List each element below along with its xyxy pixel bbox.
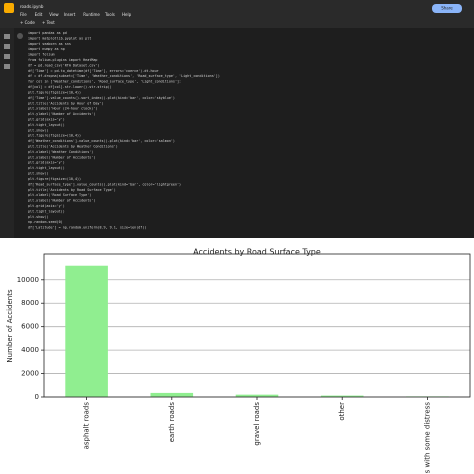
menu-item[interactable]: Runtime: [83, 12, 100, 17]
code-line: plt.title('Accidents by Hour of Day'): [28, 101, 104, 105]
menu-item[interactable]: Tools: [104, 12, 115, 17]
code-line: plt.tight_layout(): [28, 209, 65, 213]
code-line: plt.tight_layout(): [28, 166, 65, 170]
code-line: plt.xlabel('Road Surface Type'): [28, 193, 91, 197]
toolbar-button[interactable]: + Code: [20, 20, 35, 25]
code-line: import folium: [28, 53, 55, 57]
code-line: df[col] = df[col].str.lower().str.strip(…: [28, 85, 112, 89]
code-line: plt.grid(axis='y'): [28, 117, 65, 121]
menu-item[interactable]: View: [49, 12, 59, 17]
code-line: df['Time'].value_counts().sort_index().p…: [28, 96, 175, 100]
share-button[interactable]: [432, 4, 462, 13]
x-tick-label: earth roads: [168, 402, 176, 443]
code-line: plt.ylabel('Number of Accidents'): [28, 112, 95, 116]
share-label[interactable]: Share: [441, 6, 453, 11]
x-tick-label: other: [338, 402, 346, 421]
code-line: plt.title('Accidents by Weather Conditio…: [28, 145, 118, 149]
code-line: import matplotlib.pyplot as plt: [28, 36, 91, 40]
code-line: plt.show(): [28, 172, 48, 176]
code-line: import pandas as pd: [28, 31, 67, 35]
toolbar-button[interactable]: + Text: [42, 20, 55, 25]
bar: [235, 394, 279, 397]
code-line: plt.figure(figsize=(10,4)): [28, 90, 81, 94]
code-line: df['Road_surface_type'].value_counts().p…: [28, 182, 181, 186]
chart: Accidents by Road Surface Type Number of…: [6, 248, 471, 474]
menu-bar: File Edit View Insert Runtime Tools Help: [20, 12, 132, 17]
colab-logo: [4, 3, 14, 13]
code-line: plt.grid(axis='y'): [28, 204, 65, 208]
chart-title: Accidents by Road Surface Type: [193, 248, 321, 257]
code-line: for col in ['Weather_conditions', 'Road_…: [28, 80, 181, 84]
y-tick-label: 8000: [21, 299, 39, 307]
code-line: plt.show(): [28, 215, 48, 219]
y-axis-label: Number of Accidents: [6, 289, 14, 363]
code-line: from folium.plugins import HeatMap: [28, 58, 97, 62]
bar: [150, 392, 194, 397]
menu-item[interactable]: File: [20, 12, 27, 17]
code-line: df['Time'] = pd.to_datetime(df['Time'], …: [28, 69, 159, 73]
code-line: df = pd.read_csv('RTA Dataset.csv'): [28, 63, 99, 67]
sidebar: [0, 28, 14, 238]
run-button[interactable]: [17, 33, 23, 39]
code-line: plt.show(): [28, 128, 48, 132]
code-line: np.random.seed(0): [28, 220, 63, 224]
code-line: plt.ylabel('Number of Accidents'): [28, 199, 95, 203]
x-tick-label: asphalt roads: [83, 402, 91, 450]
code-line: plt.figure(figsize=(10,4)): [28, 134, 81, 138]
x-tick-label: gravel roads: [253, 402, 261, 446]
y-tick-label: 2000: [21, 370, 39, 378]
code-line: df = df.dropna(subset=['Time', 'Weather_…: [28, 74, 220, 78]
code-line: plt.title('Accidents by Road Surface Typ…: [28, 188, 116, 192]
code-line: plt.xlabel('Hour (24-hour clock)'): [28, 107, 97, 111]
code-line: import seaborn as sns: [28, 42, 71, 46]
code-line: df['Weather_conditions'].value_counts().…: [28, 139, 175, 143]
menu-item[interactable]: Help: [122, 12, 132, 17]
toolbar: + Code + Text: [20, 20, 55, 25]
sidebar-icon[interactable]: [4, 54, 10, 59]
x-tick-label: roads with some distress: [423, 402, 431, 474]
plot-frame: [43, 253, 471, 398]
colab-screenshot: roads.ipynb File Edit View Insert Runtime Too…: [0, 0, 474, 238]
y-tick-label: 0: [35, 393, 39, 401]
notebook-title[interactable]: roads.ipynb: [20, 4, 44, 9]
header: [0, 0, 474, 28]
sidebar-icon[interactable]: [4, 64, 10, 69]
menu-item[interactable]: Insert: [64, 12, 76, 17]
code-line: plt.ylabel('Number of Accidents'): [28, 155, 95, 159]
bar: [320, 395, 364, 397]
y-tick-label: 10000: [17, 276, 39, 284]
y-tick-label: 6000: [21, 323, 39, 331]
code-line: df['Latitude'] = np.random.uniform(8.9, …: [28, 226, 146, 230]
sidebar-icon[interactable]: [4, 44, 10, 49]
code-line: plt.grid(axis='y'): [28, 161, 65, 165]
editor-background: [0, 0, 474, 238]
menu-item[interactable]: Edit: [35, 12, 43, 17]
bar: [65, 265, 108, 397]
sidebar-icon[interactable]: [4, 34, 10, 39]
code-line: plt.figure(figsize=(10,4)): [28, 177, 81, 181]
y-tick-label: 4000: [21, 346, 39, 354]
code-line: import numpy as np: [28, 47, 65, 51]
code-line: plt.xlabel('Weather Conditions'): [28, 150, 93, 154]
code-line: plt.tight_layout(): [28, 123, 65, 127]
